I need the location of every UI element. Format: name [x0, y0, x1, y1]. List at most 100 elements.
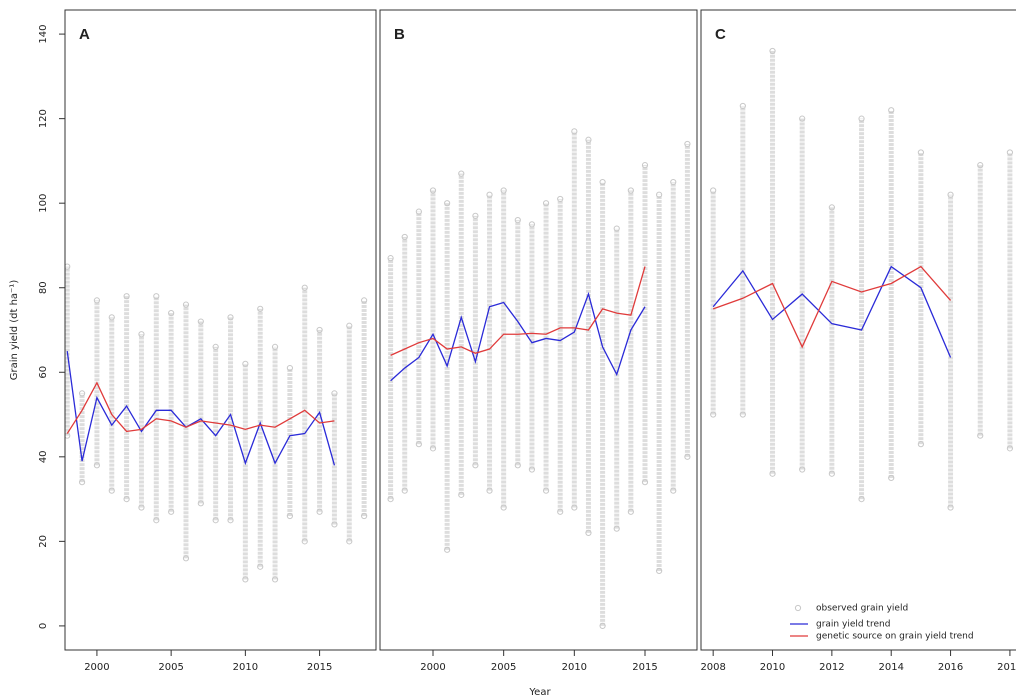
x-axis-label: Year	[528, 687, 551, 698]
observed-point	[613, 525, 620, 532]
x-tick-label: 2015	[307, 662, 332, 673]
panel-frame	[700, 9, 1016, 651]
observed-point	[656, 567, 663, 575]
observed-point	[656, 191, 663, 198]
observed-point	[542, 200, 550, 207]
observed-point	[627, 508, 634, 515]
y-tick-label: 80	[38, 281, 49, 294]
y-tick-label: 60	[38, 366, 49, 379]
observed-point	[1006, 445, 1014, 452]
observed-point	[571, 128, 578, 135]
observed-point	[93, 462, 101, 469]
y-tick-label: 100	[38, 194, 49, 213]
observed-point	[429, 445, 437, 452]
observed-point	[486, 487, 493, 494]
observed-point	[271, 576, 279, 583]
x-tick-label: 2000	[420, 662, 445, 673]
x-tick-label: 2018	[997, 662, 1016, 673]
observed-point	[242, 360, 249, 367]
y-tick-label: 40	[38, 450, 49, 463]
observed-point	[458, 491, 465, 498]
observed-point	[542, 487, 550, 494]
trend-line	[712, 265, 952, 358]
observed-point	[242, 576, 249, 583]
observed-point	[828, 204, 835, 211]
x-tick-label: 2005	[491, 662, 516, 673]
observed-point	[401, 233, 408, 241]
observed-point	[799, 466, 806, 473]
observed-point	[78, 479, 86, 486]
observed-point	[613, 225, 620, 232]
observed-point	[500, 187, 507, 194]
x-tick-label: 2005	[158, 662, 183, 673]
observed-point	[153, 517, 160, 524]
observed-point	[599, 622, 606, 630]
observed-point	[182, 555, 190, 562]
observed-point	[947, 191, 954, 198]
observed-point	[557, 508, 564, 515]
observed-point	[1006, 149, 1014, 156]
plot-area	[387, 128, 691, 630]
observed-point	[331, 521, 338, 528]
trend-line	[390, 266, 646, 356]
observed-point	[641, 162, 649, 169]
observed-point	[769, 47, 776, 55]
observed-point	[108, 314, 115, 321]
observed-point	[670, 178, 677, 186]
observed-point	[257, 305, 264, 312]
legend-label: grain yield trend	[816, 620, 890, 630]
observed-point	[197, 500, 204, 507]
observed-point	[212, 343, 219, 351]
observed-point	[528, 221, 536, 228]
observed-point	[828, 470, 835, 477]
observed-point	[444, 546, 451, 553]
observed-point	[138, 504, 145, 511]
observed-point	[65, 263, 71, 270]
x-tick-label: 2000	[84, 662, 109, 673]
observed-point	[415, 208, 422, 215]
observed-point	[917, 441, 924, 448]
observed-point	[361, 512, 368, 520]
y-axis-label: Grain yield (dt ha⁻¹)	[9, 280, 20, 381]
observed-point	[710, 187, 717, 194]
observed-point	[799, 115, 806, 122]
observed-point	[514, 462, 521, 469]
observed-point	[472, 462, 479, 469]
x-tick-label: 2014	[878, 662, 903, 673]
trend-line	[390, 291, 646, 382]
plot-area	[65, 263, 368, 583]
observed-point	[316, 326, 323, 334]
panel-frame	[64, 9, 377, 651]
observed-point	[769, 470, 776, 477]
x-tick-label: 2008	[700, 662, 725, 673]
observed-point	[977, 432, 984, 439]
y-tick-label: 140	[38, 25, 49, 44]
observed-point	[286, 364, 293, 372]
observed-point	[197, 318, 204, 325]
x-tick-label: 2010	[233, 662, 258, 673]
legend-symbol	[794, 604, 802, 612]
observed-point	[123, 293, 130, 300]
observed-point	[977, 162, 984, 169]
observed-point	[212, 517, 219, 524]
x-tick-label: 2016	[938, 662, 963, 673]
observed-point	[301, 538, 308, 545]
observed-point	[444, 200, 451, 207]
observed-point	[108, 487, 115, 494]
y-tick-label: 20	[38, 535, 49, 548]
observed-point	[739, 102, 746, 110]
observed-point	[684, 140, 691, 148]
observed-point	[585, 529, 592, 537]
observed-point	[500, 504, 507, 511]
plot-area	[710, 47, 1014, 511]
trend-line	[712, 265, 952, 349]
observed-point	[182, 301, 190, 308]
trend-line	[66, 351, 336, 466]
observed-point	[387, 255, 394, 262]
panel-title: C	[715, 26, 726, 43]
observed-point	[93, 297, 101, 304]
x-tick-label: 2012	[819, 662, 844, 673]
observed-point	[599, 178, 606, 186]
observed-point	[888, 107, 895, 114]
